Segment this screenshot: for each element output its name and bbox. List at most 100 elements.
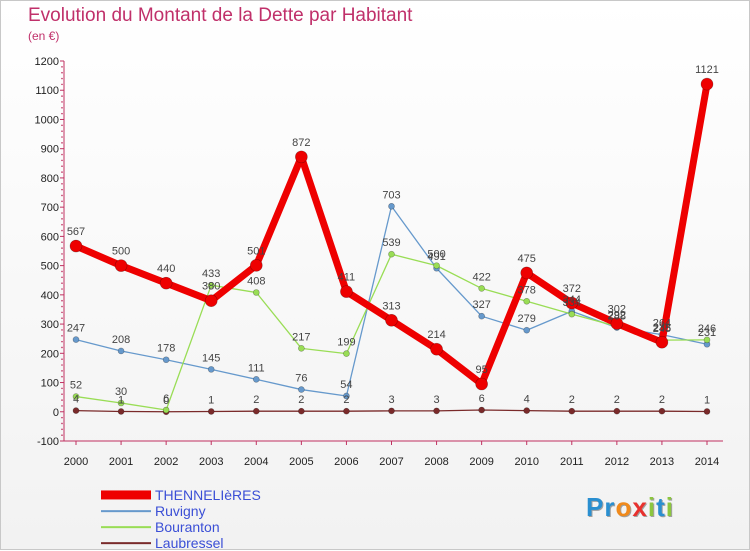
data-point-laubressel [252, 407, 260, 415]
chart-unit: (en €) [28, 29, 60, 43]
y-minor-tick [61, 375, 63, 378]
data-label-ruvigny: 178 [157, 343, 175, 355]
data-point-bouranton [252, 289, 260, 296]
y-minor-tick [61, 370, 63, 372]
data-label-laubressel: 2 [298, 394, 304, 406]
data-label-bouranton: 245 [653, 323, 671, 335]
data-label-thenneli-res: 501 [247, 245, 265, 257]
y-minor-tick [61, 346, 63, 349]
y-tick-label: 800 [41, 173, 59, 185]
data-point-thenneli-res [700, 77, 714, 91]
y-minor-tick [61, 364, 63, 366]
data-label-bouranton: 334 [563, 297, 581, 309]
data-label-ruvigny: 247 [67, 323, 85, 335]
data-point-bouranton [162, 406, 170, 414]
data-label-laubressel: 4 [524, 394, 530, 406]
y-minor-tick [61, 223, 63, 226]
data-point-bouranton [117, 399, 125, 407]
x-tick-label: 2011 [560, 456, 584, 468]
data-label-thenneli-res: 214 [427, 329, 445, 341]
legend-label: Ruvigny [155, 503, 206, 519]
proxiti-logo: Proxiti [586, 492, 674, 522]
y-minor-tick [61, 229, 63, 232]
data-label-laubressel: 4 [73, 394, 79, 406]
y-tick-label: 900 [41, 144, 59, 156]
data-label-bouranton: 52 [70, 380, 82, 392]
y-tick-label: 600 [41, 231, 59, 243]
data-point-laubressel [117, 408, 125, 415]
y-minor-tick [61, 399, 63, 401]
data-label-thenneli-res: 372 [563, 283, 581, 295]
data-label-thenneli-res: 302 [608, 303, 626, 315]
y-tick-label: 0 [53, 407, 59, 419]
data-label-thenneli-res: 440 [157, 263, 175, 275]
data-label-thenneli-res: 411 [338, 272, 356, 284]
data-label-thenneli-res: 380 [202, 281, 220, 293]
legend-swatch [101, 542, 151, 544]
data-label-ruvigny: 264 [653, 318, 671, 330]
data-label-ruvigny: 703 [382, 189, 400, 201]
data-point-thenneli-res [610, 317, 624, 330]
data-label-ruvigny: 208 [112, 334, 130, 346]
legend-label: Laubressel [155, 535, 224, 551]
data-label-thenneli-res: 238 [653, 322, 671, 334]
y-minor-tick [61, 165, 63, 168]
y-minor-tick [61, 101, 63, 103]
data-point-laubressel [207, 408, 215, 415]
x-tick-label: 2001 [109, 456, 133, 468]
legend-label: THENNELIèRES [155, 487, 261, 503]
data-label-laubressel: 1 [704, 394, 710, 406]
series-line-thenneli-res [72, 80, 711, 388]
x-tick-label: 2005 [289, 456, 313, 468]
data-point-ruvigny [117, 347, 125, 355]
y-minor-tick [61, 136, 63, 138]
data-point-thenneli-res [114, 259, 128, 272]
data-point-thenneli-res [249, 259, 263, 272]
data-point-bouranton [72, 393, 80, 400]
y-minor-tick [61, 124, 63, 127]
data-label-laubressel: 2 [614, 394, 620, 406]
data-point-ruvigny [207, 366, 215, 373]
y-minor-tick [61, 258, 63, 261]
data-label-ruvigny: 145 [202, 352, 220, 364]
data-label-ruvigny: 54 [340, 379, 352, 391]
data-label-laubressel: 0 [163, 395, 169, 407]
data-label-thenneli-res: 872 [292, 137, 310, 149]
data-point-thenneli-res [520, 266, 534, 280]
y-minor-tick [61, 387, 63, 390]
data-point-ruvigny [252, 376, 260, 383]
y-minor-tick [61, 153, 63, 156]
data-label-ruvigny: 76 [295, 373, 307, 385]
y-minor-tick [61, 247, 63, 249]
data-label-bouranton: 292 [608, 309, 626, 321]
y-minor-tick [61, 288, 63, 290]
x-tick-label: 2002 [154, 456, 178, 468]
data-point-thenneli-res [69, 239, 83, 253]
y-minor-tick [61, 71, 63, 74]
data-point-ruvigny [478, 312, 485, 320]
y-minor-tick [61, 212, 63, 214]
data-label-thenneli-res: 500 [112, 246, 130, 258]
y-minor-tick [61, 299, 63, 302]
data-point-laubressel [613, 407, 621, 415]
x-tick-label: 2013 [650, 456, 674, 468]
y-minor-tick [61, 393, 63, 396]
y-minor-tick [61, 218, 63, 220]
legend-swatch [101, 510, 151, 512]
data-point-laubressel [568, 407, 576, 415]
x-tick-label: 2010 [514, 456, 538, 468]
data-point-ruvigny [388, 202, 395, 210]
y-minor-tick [61, 142, 63, 144]
chart-title: Evolution du Montant de la Dette par Hab… [28, 5, 413, 26]
y-tick-label: -100 [37, 436, 59, 448]
data-point-laubressel [298, 407, 305, 415]
data-point-laubressel [388, 407, 395, 415]
y-minor-tick [61, 253, 63, 255]
data-point-laubressel [433, 407, 440, 415]
y-minor-tick [61, 130, 63, 132]
y-minor-tick [61, 405, 63, 407]
x-tick-label: 2000 [64, 456, 88, 468]
y-tick-label: 1200 [35, 56, 59, 68]
data-label-bouranton: 378 [518, 284, 536, 296]
y-minor-tick [61, 340, 63, 343]
